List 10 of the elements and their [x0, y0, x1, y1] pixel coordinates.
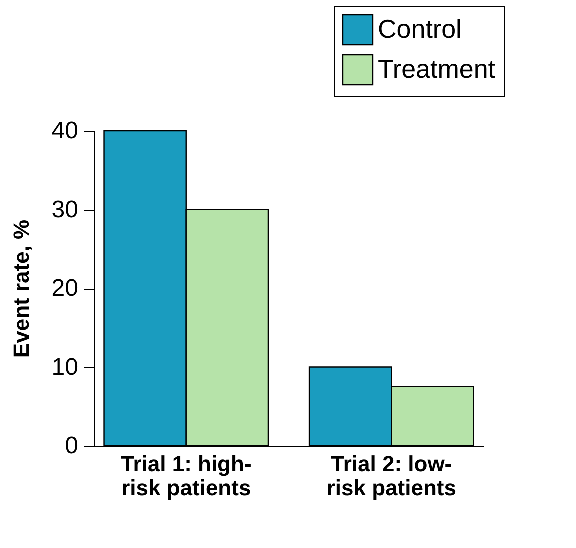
x-tick-label: Trial 1: high-risk patients	[120, 452, 252, 500]
legend-label: Treatment	[378, 54, 496, 84]
y-axis-title: Event rate, %	[8, 220, 34, 358]
x-tick-label: Trial 2: low-risk patients	[326, 452, 456, 500]
legend-label: Control	[378, 14, 462, 44]
y-tick-label: 10	[52, 354, 78, 381]
y-tick-label: 0	[65, 432, 78, 460]
y-tick-label: 40	[52, 118, 78, 144]
y-tick-label: 30	[52, 196, 78, 224]
y-tick-label: 20	[52, 275, 78, 302]
